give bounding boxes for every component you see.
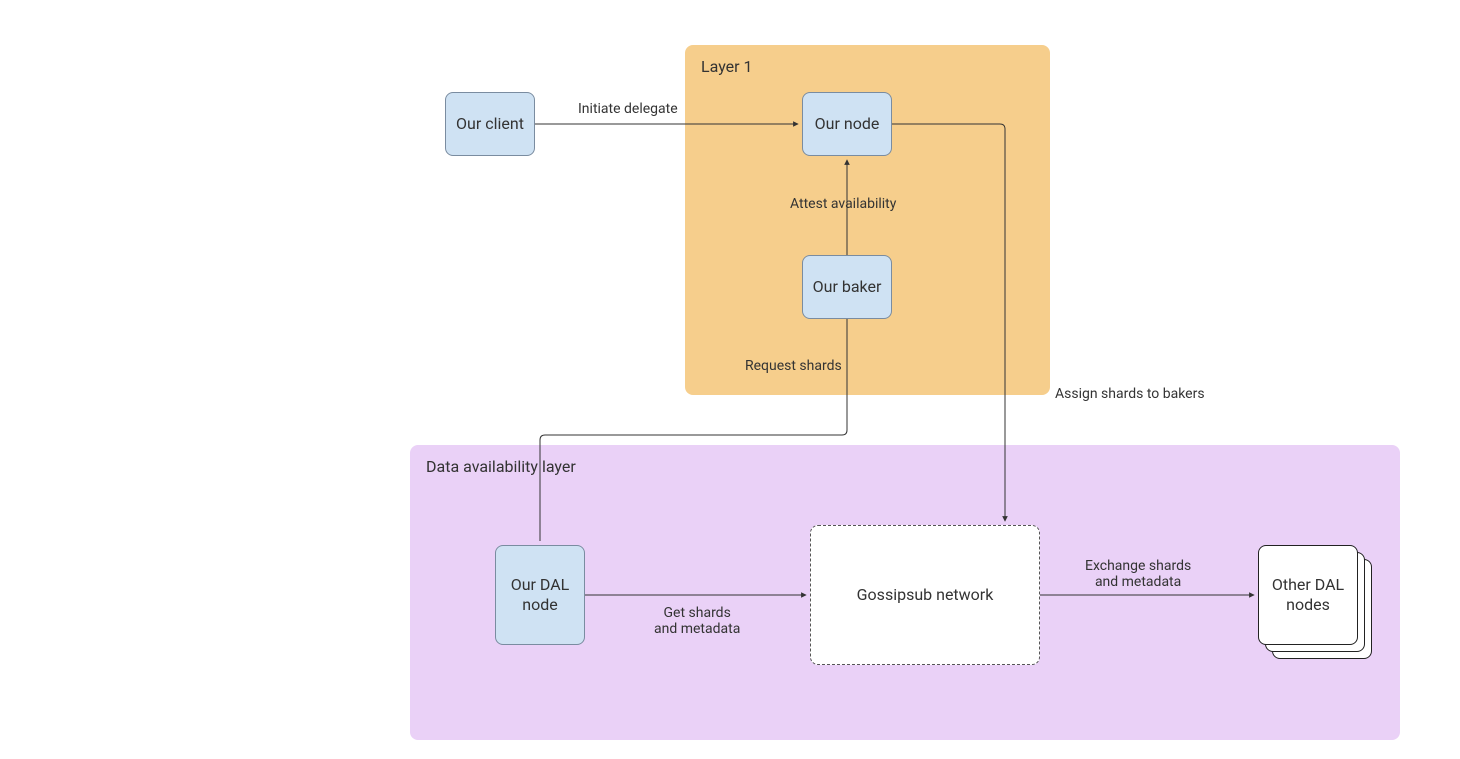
label-attest-availability: Attest availability (790, 196, 896, 212)
node-gossipsub: Gossipsub network (810, 525, 1040, 665)
node-our-baker-label: Our baker (813, 277, 882, 297)
label-exchange-shards-line1: Exchange shards (1085, 558, 1191, 574)
label-assign-shards: Assign shards to bakers (1055, 386, 1205, 402)
region-layer1-title: Layer 1 (701, 57, 753, 76)
label-get-shards-line2: and metadata (654, 621, 740, 637)
node-other-dal: Other DAL nodes (1258, 545, 1358, 645)
node-gossipsub-label: Gossipsub network (857, 585, 994, 605)
node-our-baker: Our baker (802, 255, 892, 319)
region-dal-title: Data availability layer (426, 457, 576, 476)
node-our-client-label: Our client (456, 114, 524, 134)
label-get-shards-line1: Get shards (654, 605, 740, 621)
label-exchange-shards: Exchange shards and metadata (1085, 558, 1191, 590)
node-our-dal-node-label: Our DAL node (502, 575, 578, 615)
node-our-node-label: Our node (815, 114, 880, 134)
node-our-client: Our client (445, 92, 535, 156)
label-request-shards: Request shards (745, 358, 842, 374)
label-get-shards: Get shards and metadata (654, 605, 740, 637)
label-exchange-shards-line2: and metadata (1085, 574, 1191, 590)
label-initiate-delegate: Initiate delegate (578, 101, 678, 117)
node-our-dal-node: Our DAL node (495, 545, 585, 645)
node-other-dal-label: Other DAL nodes (1265, 575, 1351, 615)
node-our-node: Our node (802, 92, 892, 156)
